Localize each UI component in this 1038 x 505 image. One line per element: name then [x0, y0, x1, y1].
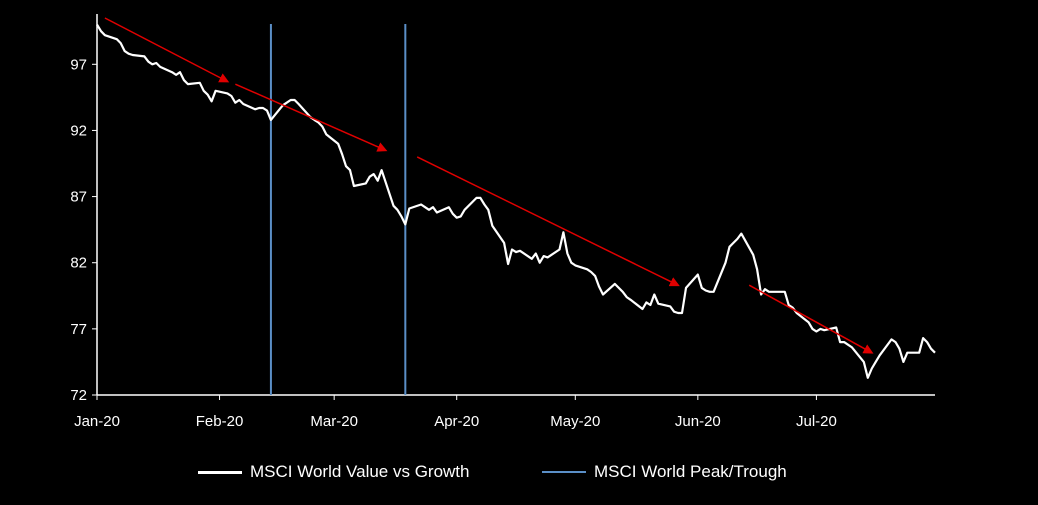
y-tick-label: 92 — [70, 122, 87, 139]
trend-arrow — [416, 156, 680, 287]
chart-canvas: 72 77 82 87 92 97 Jan-20 Feb-20 Mar-20 Apr-20 May-… — [70, 14, 936, 430]
y-tick-label: 87 — [70, 189, 87, 206]
legend-item-value-vs-growth: MSCI World Value vs Growth — [198, 462, 470, 482]
x-tick-label: Jun-20 — [675, 413, 721, 430]
x-tick-label: Jul-20 — [796, 413, 837, 430]
legend: MSCI World Value vs Growth MSCI World Pe… — [0, 462, 1038, 490]
legend-label: MSCI World Value vs Growth — [250, 462, 470, 481]
x-tick-label: Mar-20 — [310, 413, 358, 430]
y-tick-label: 77 — [70, 321, 87, 338]
y-tick-label: 72 — [70, 387, 87, 404]
plot-area: 72 77 82 87 92 97 Jan-20 Feb-20 Mar-20 Apr-20 May-… — [70, 14, 936, 430]
x-tick-label: Apr-20 — [434, 413, 479, 430]
x-tick-label: Jan-20 — [74, 413, 120, 430]
trend-arrow — [235, 83, 388, 152]
legend-swatch-blue-line — [542, 471, 586, 473]
legend-item-peak-trough: MSCI World Peak/Trough — [542, 462, 787, 482]
y-tick-label: 82 — [70, 255, 87, 272]
trend-arrow — [748, 284, 874, 354]
x-tick-label: May-20 — [550, 413, 600, 430]
series-line-value-vs-growth — [96, 24, 936, 379]
trend-arrow — [104, 17, 230, 83]
legend-swatch-white-line — [198, 470, 242, 474]
x-tick-label: Feb-20 — [196, 413, 244, 430]
y-tick-label: 97 — [70, 56, 87, 73]
legend-label: MSCI World Peak/Trough — [594, 462, 787, 481]
